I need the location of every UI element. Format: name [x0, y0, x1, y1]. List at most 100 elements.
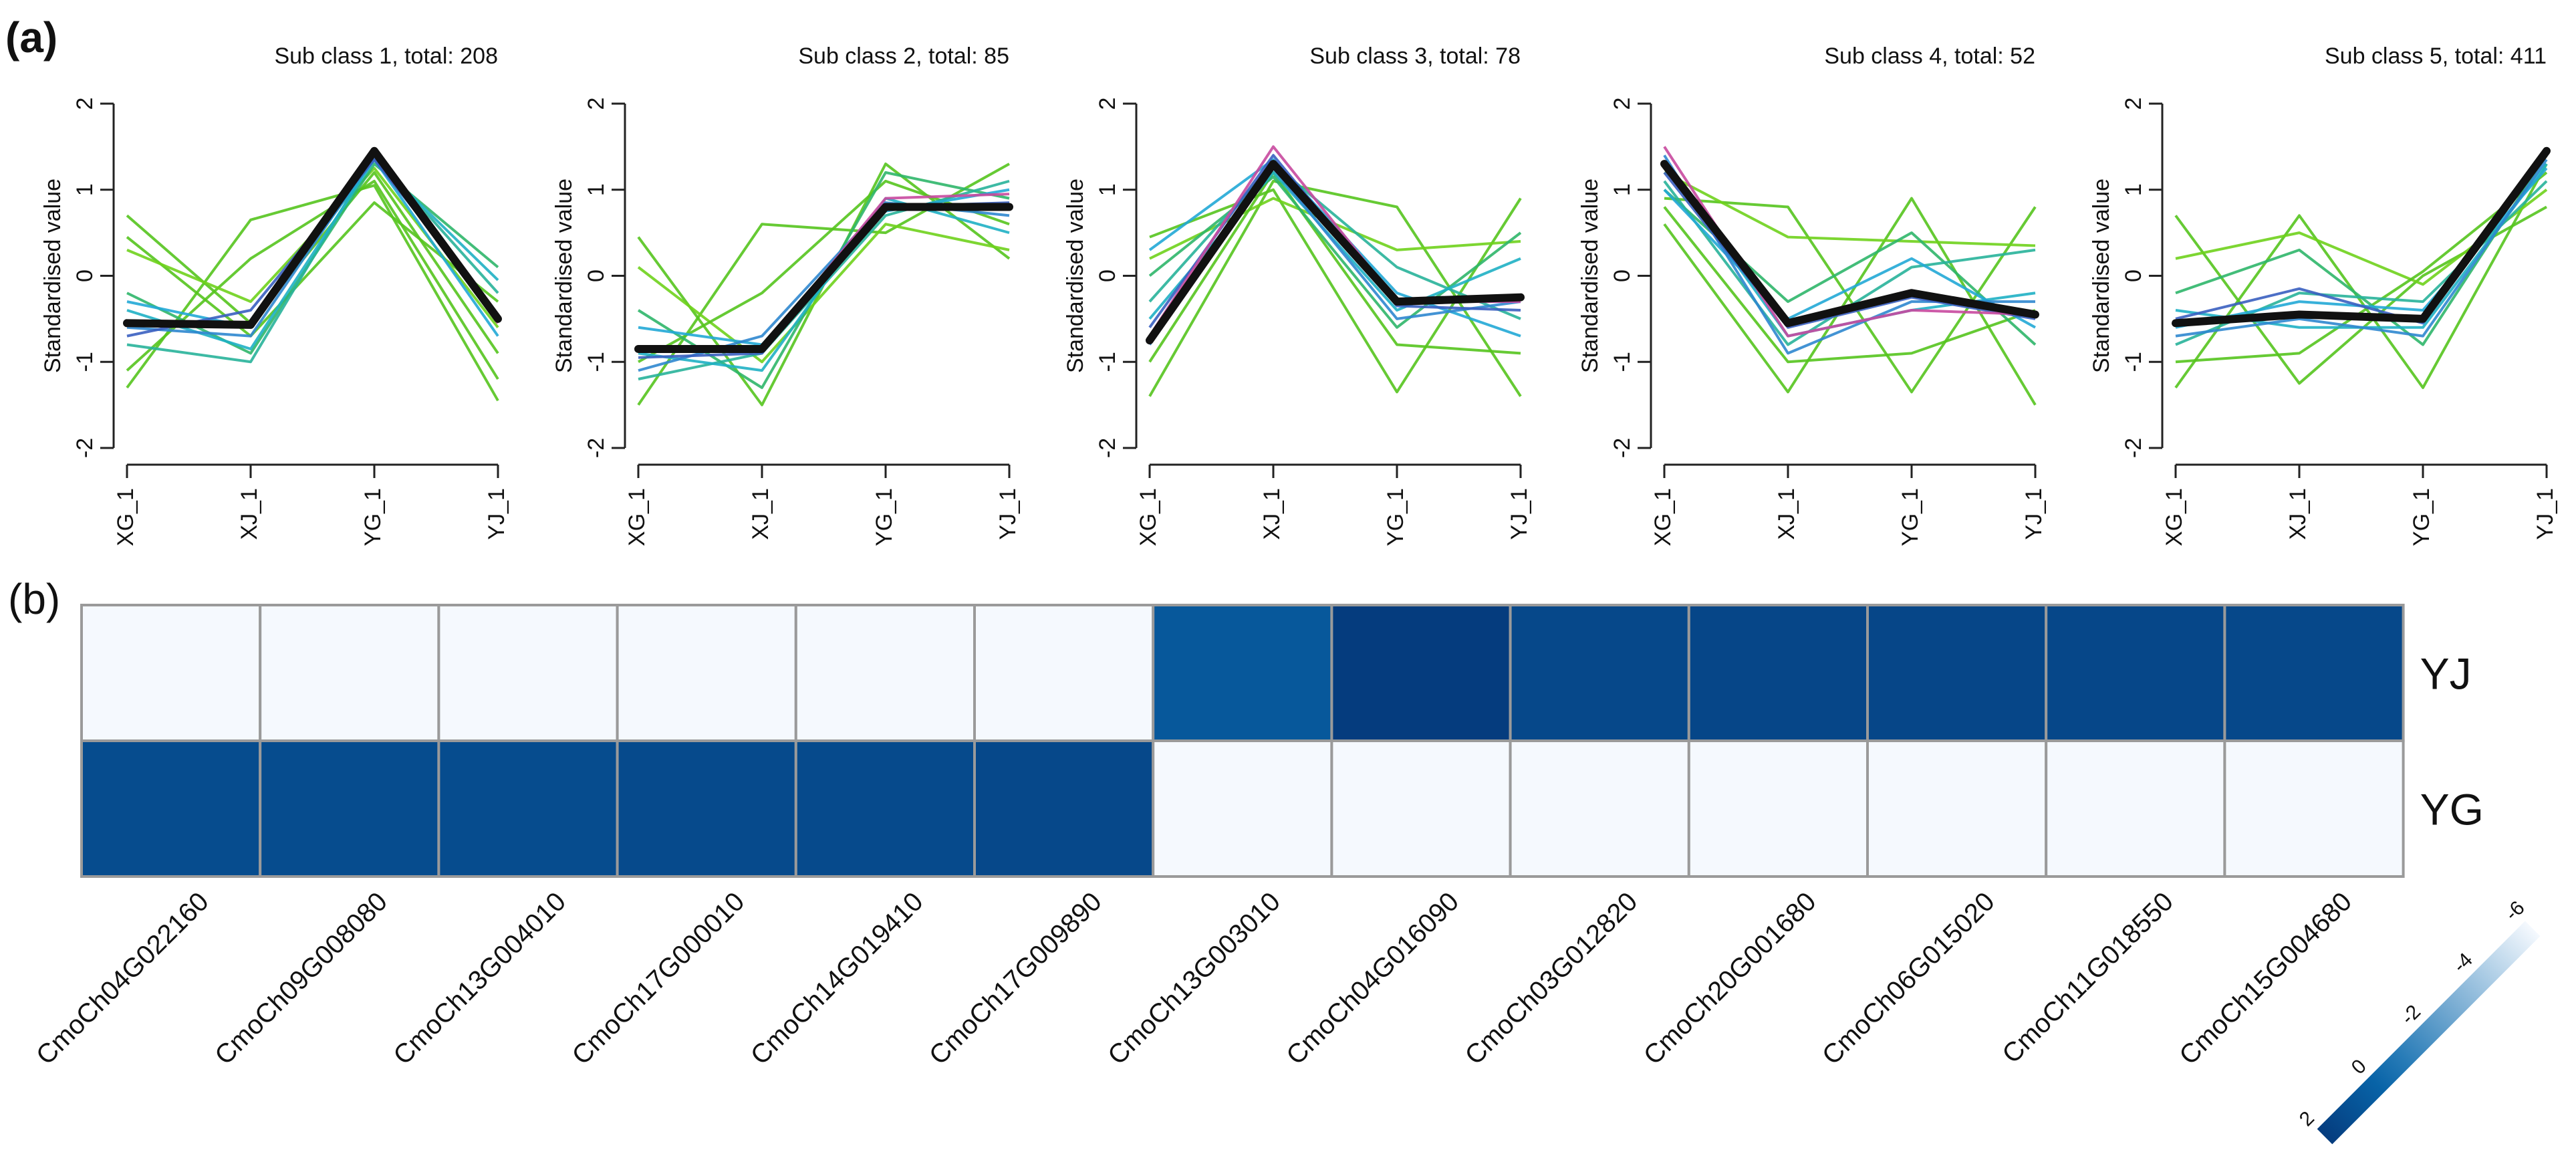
heatmap-cell	[794, 604, 977, 742]
heatmap-column-label: CmoCh17G009890	[924, 887, 1108, 1070]
y-axis-label: Standardised value	[40, 179, 66, 373]
y-tick-label: 0	[72, 269, 98, 282]
mean-line	[123, 146, 502, 329]
x-tick-label: YG_1	[1383, 488, 1408, 546]
panel-b-label: (b)	[8, 575, 60, 623]
heatmap-cell	[80, 739, 262, 878]
heatmap-column-label: CmoCh09G008080	[209, 887, 393, 1070]
mean-line	[1660, 160, 2039, 328]
colorbar: 2 0 -2 -4 -6	[2295, 897, 2541, 1145]
line-chart-2: Sub class 2, total: 85 -2 -1 0 1 2 Standardise…	[551, 43, 1021, 546]
heatmap-column-label: CmoCh13G003010	[1102, 887, 1286, 1070]
series-line	[126, 184, 499, 402]
x-tick-label: XG_1	[1136, 488, 1161, 546]
colorbar-group: 2 0 -2 -4 -6	[2295, 897, 2541, 1145]
x-tick-label: YG_1	[872, 488, 897, 546]
colorbar-tick-label: -6	[2501, 897, 2529, 925]
heatmap-cell	[259, 604, 440, 742]
heatmap-cell	[2045, 604, 2226, 742]
y-tick-label: -2	[2121, 438, 2146, 458]
x-tick-label: YG_1	[2409, 488, 2434, 546]
series-line	[637, 223, 1010, 364]
series-line	[126, 201, 499, 338]
heatmap-cell	[2223, 604, 2405, 742]
y-tick-label: 2	[72, 98, 98, 110]
heatmap-cell	[1330, 739, 1512, 878]
mean-line	[634, 203, 1013, 353]
heatmap-cell	[2223, 739, 2405, 878]
line-chart-4: Sub class 4, total: 52 -2 -1 0 1 2 Standardise…	[1577, 43, 2047, 546]
colorbar-tick-label: -2	[2397, 1001, 2425, 1029]
heatmap-column-label: CmoCh17G000010	[567, 887, 751, 1070]
heatmap-column-label: CmoCh15G004680	[2174, 887, 2357, 1070]
series-line	[1664, 171, 2036, 247]
line-charts: Sub class 1, total: 208 -2 -1 0 1 2 Standardis…	[40, 43, 2558, 546]
chart-title: Sub class 2, total: 85	[798, 43, 1009, 69]
series-line	[126, 158, 499, 350]
heatmap-cell	[794, 739, 977, 878]
x-tick-label: YJ_1	[484, 488, 509, 540]
y-axis-label: Standardised value	[1577, 179, 1603, 373]
y-tick-label: -1	[584, 352, 609, 372]
y-tick-label: 0	[1609, 269, 1635, 282]
series-line	[1148, 171, 1521, 363]
heatmap-cell	[1152, 604, 1333, 742]
heatmap-column-label: CmoCh04G022160	[31, 887, 215, 1070]
heatmap-cell	[616, 604, 797, 742]
x-tick-label: XJ_1	[1259, 488, 1285, 540]
line-chart-5: Sub class 5, total: 411 -2 -1 0 1 2 Standardis…	[2089, 43, 2558, 546]
y-tick-label: 1	[584, 183, 609, 196]
y-tick-label: -1	[1609, 352, 1635, 372]
heatmap-column-label: CmoCh11G018550	[1997, 887, 2179, 1069]
y-tick-label: 0	[584, 269, 609, 282]
chart-title: Sub class 3, total: 78	[1309, 43, 1521, 69]
y-tick-label: 1	[72, 183, 98, 196]
series-line	[1663, 189, 2037, 346]
series-line	[1663, 206, 2036, 364]
heatmap-cell	[1330, 604, 1512, 742]
colorbar-tick-label: 2	[2295, 1107, 2319, 1131]
series-line	[638, 197, 1010, 372]
y-tick-label: 0	[2121, 269, 2146, 282]
x-tick-label: XG_1	[1650, 488, 1676, 546]
y-axis-label: Standardised value	[2089, 179, 2114, 373]
mean-line	[1146, 160, 1525, 345]
series-line	[1148, 158, 1521, 338]
y-tick-label: 1	[1609, 183, 1635, 196]
mean-line	[2172, 146, 2551, 328]
x-tick-label: XJ_1	[748, 488, 773, 540]
heatmap-cell	[437, 739, 619, 878]
heatmap-cell	[437, 604, 619, 742]
series-line	[2175, 158, 2548, 338]
x-tick-label: YG_1	[360, 488, 386, 546]
y-tick-label: -2	[1609, 438, 1635, 458]
heatmap-row-label: YJ	[2420, 649, 2472, 699]
heatmap-column-label: CmoCh13G004010	[388, 887, 571, 1070]
y-tick-label: 1	[1095, 183, 1120, 196]
y-tick-label: -2	[584, 438, 609, 458]
y-tick-label: 2	[584, 98, 609, 110]
y-tick-label: -1	[1095, 352, 1120, 372]
x-tick-label: XJ_1	[1774, 488, 1799, 540]
heatmap-cell	[1152, 739, 1333, 878]
x-tick-label: YG_1	[1898, 488, 1923, 546]
chart-title: Sub class 5, total: 411	[2325, 43, 2547, 69]
x-tick-label: XG_1	[113, 488, 138, 546]
heatmap-cell	[1866, 604, 2048, 742]
colorbar-bar	[2317, 921, 2541, 1145]
x-tick-label: YJ_1	[2021, 488, 2047, 540]
x-tick-label: YJ_1	[995, 488, 1021, 540]
y-tick-label: -1	[2121, 352, 2146, 372]
y-tick-label: 1	[2121, 183, 2146, 196]
heatmap-cell	[80, 604, 262, 742]
panel-a-label: (a)	[5, 13, 57, 62]
line-chart-3: Sub class 3, total: 78 -2 -1 0 1 2 Standardise…	[1063, 43, 1532, 546]
series-line	[1148, 175, 1522, 329]
series-line	[1149, 188, 1522, 394]
series-line	[2174, 163, 2548, 389]
x-tick-label: XJ_1	[237, 488, 262, 540]
heatmap-column-label: CmoCh04G016090	[1281, 887, 1464, 1070]
colorbar-tick-label: 0	[2347, 1055, 2371, 1078]
y-tick-label: 2	[1609, 98, 1635, 110]
y-axis-label: Standardised value	[1063, 179, 1088, 373]
